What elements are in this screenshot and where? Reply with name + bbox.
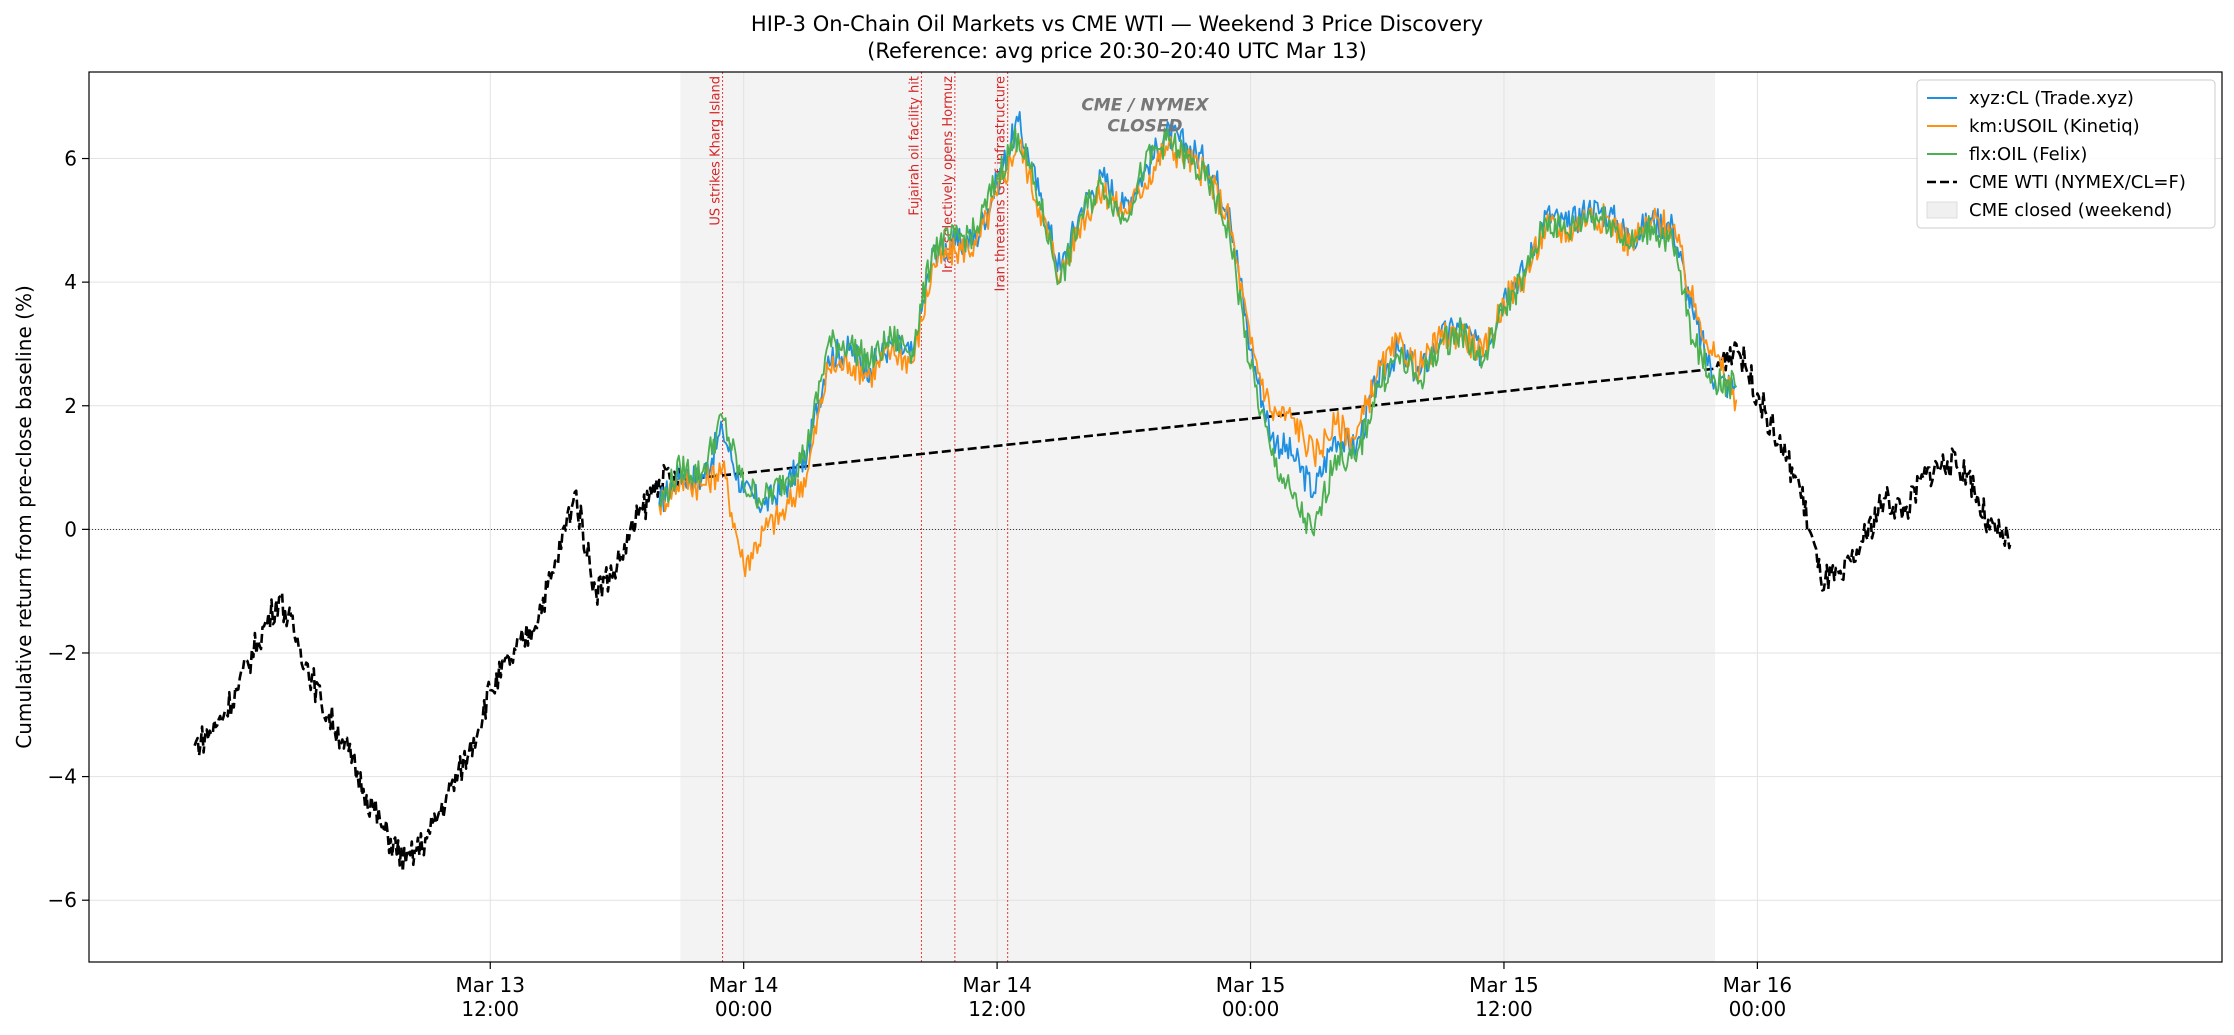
- x-tick-label-date: Mar 14: [709, 973, 779, 997]
- event-markers: US strikes Kharg Island Fujairah oil faci…: [709, 72, 1009, 962]
- event-label: US strikes Kharg Island: [709, 76, 724, 226]
- event-label: Iran selectively opens Hormuz: [941, 76, 956, 273]
- y-tick-label: −4: [48, 765, 77, 789]
- x-tick-label-time: 00:00: [1729, 997, 1787, 1021]
- y-tick-label: 6: [64, 147, 77, 171]
- y-tick-label: −2: [48, 641, 77, 665]
- legend-entry: CME WTI (NYMEX/CL=F): [1969, 172, 2186, 193]
- closed-region-shade: [680, 72, 1716, 962]
- y-axis-label: Cumulative return from pre-close baselin…: [12, 285, 36, 749]
- x-tick-label-date: Mar 14: [962, 973, 1032, 997]
- cme-closed-label-line2: CLOSED: [1107, 116, 1182, 136]
- legend-entry: flx:OIL (Felix): [1969, 144, 2087, 165]
- legend: xyz:CL (Trade.xyz) km:USOIL (Kinetiq) flx:…: [1916, 79, 2216, 229]
- legend-swatch-closed: [1926, 201, 1958, 219]
- plot-frame: [88, 71, 2223, 963]
- plot-area: US strikes Kharg Island Fujairah oil faci…: [88, 71, 2223, 963]
- x-tick-label-time: 12:00: [1475, 997, 1533, 1021]
- series-lines: [193, 111, 2013, 873]
- x-tick-label-date: Mar 15: [1469, 973, 1539, 997]
- event-label: Fujairah oil facility hit: [907, 76, 922, 216]
- legend-entry: xyz:CL (Trade.xyz): [1969, 88, 2134, 109]
- y-tick-label: −6: [48, 888, 77, 912]
- y-tick-label: 4: [64, 270, 77, 294]
- x-tick-label-time: 12:00: [968, 997, 1026, 1021]
- x-tick-label-time: 12:00: [461, 997, 519, 1021]
- x-tick-label-date: Mar 13: [455, 973, 525, 997]
- legend-entry-closed: CME closed (weekend): [1969, 200, 2172, 221]
- y-axis: −6 −4 −2 0 2 4 6: [48, 147, 89, 912]
- y-tick-label: 0: [64, 517, 77, 541]
- legend-box: [1916, 79, 2216, 229]
- chart-subtitle: (Reference: avg price 20:30–20:40 UTC Ma…: [867, 39, 1367, 63]
- x-tick-label-time: 00:00: [1222, 997, 1280, 1021]
- x-tick-label-date: Mar 16: [1723, 973, 1793, 997]
- grid: [89, 72, 2222, 962]
- cme-closed-label-line1: CME / NYMEX: [1081, 95, 1209, 115]
- series-line-flx: [658, 126, 1738, 537]
- legend-entry: km:USOIL (Kinetiq): [1969, 116, 2140, 137]
- cme-closed-region: [680, 72, 1716, 962]
- x-tick-label-time: 00:00: [715, 997, 773, 1021]
- series-line-CME: [193, 341, 2013, 873]
- y-tick-label: 2: [64, 394, 77, 418]
- chart-title: HIP-3 On-Chain Oil Markets vs CME WTI — …: [751, 12, 1483, 36]
- x-tick-label-date: Mar 15: [1216, 973, 1286, 997]
- event-label: Iran threatens Gulf infrastructure: [994, 76, 1009, 291]
